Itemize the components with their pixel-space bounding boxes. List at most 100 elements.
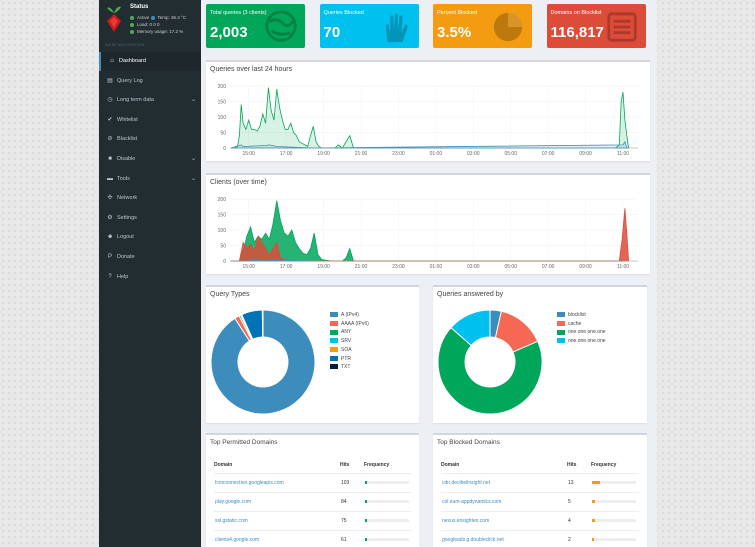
legend-swatch	[557, 329, 565, 335]
domain-link[interactable]: nexus.ensighten.com	[441, 511, 567, 531]
y-tick-label: 200	[218, 84, 227, 90]
legend-swatch	[330, 364, 338, 370]
network-icon: ✣	[107, 195, 113, 202]
column-header: Frequency	[591, 462, 617, 468]
answered-by-title: Queries answered by	[437, 291, 504, 298]
y-tick-label: 150	[218, 99, 227, 105]
sidebar-item-whitelist[interactable]: ✔ Whitelist	[99, 111, 201, 130]
legend-item[interactable]: one.one.one.one	[557, 329, 606, 335]
sidebar-item-label: Disable	[117, 156, 136, 162]
legend-swatch	[330, 338, 338, 344]
sidebar-item-disable[interactable]: ■ Disable ⌄	[99, 150, 201, 169]
domain-link[interactable]: col.eum-appdynamics.com	[441, 492, 567, 512]
frequency-bar-fill	[592, 519, 595, 523]
sidebar-item-blacklist[interactable]: ⊘ Blacklist	[99, 130, 201, 149]
status-line-load: Load: 0 0 0	[130, 22, 160, 27]
frequency-bar-fill	[365, 481, 368, 485]
domain-link[interactable]: googleads.g.doubleclick.net	[441, 530, 567, 547]
legend-item[interactable]: AAAA (IPv6)	[330, 321, 369, 327]
queries-chart: 0 50 100 150 200 15:00 17:00 19:00 21:00 23:00 01:…	[218, 84, 638, 157]
legend-item[interactable]: ANY	[330, 329, 351, 335]
temp-indicator	[150, 15, 155, 20]
sidebar-item-network[interactable]: ✣ Network	[99, 189, 201, 208]
frequency-cell	[364, 492, 412, 512]
column-header: Frequency	[364, 462, 390, 468]
pie-slice	[450, 309, 491, 347]
domain-link[interactable]: clients4.google.com	[214, 530, 340, 547]
sidebar-item-dashboard[interactable]: ⌂ Dashboard	[99, 52, 203, 71]
stat-label: Total queries (3 clients)	[210, 10, 267, 16]
legend-item[interactable]: SOA	[330, 347, 352, 353]
y-tick-label: 150	[218, 212, 227, 218]
x-tick-label: 23:00	[392, 264, 405, 270]
x-tick-label: 21:00	[355, 151, 368, 157]
clients-chart: 0 50 100 150 200 15:00 17:00 19:00 21:00 23:00 01:…	[218, 197, 638, 270]
sidebar-item-tools[interactable]: ▬ Tools ⌄	[99, 170, 201, 189]
frequency-bar-fill	[592, 481, 601, 485]
x-tick-label: 05:00	[504, 264, 517, 270]
domain-link[interactable]: play.google.com	[214, 492, 340, 512]
pihole-dashboard: Status Active Temp: 36.3 °C Load: 0 0 0 …	[99, 0, 657, 547]
sidebar-item-settings[interactable]: ⚙ Settings	[99, 209, 201, 228]
legend-label: PTR	[341, 355, 351, 362]
table-row: cdn.decibelinsight.net 13	[441, 473, 639, 493]
x-tick-label: 01:00	[430, 264, 443, 270]
domain-link[interactable]: ssl.gstatic.com	[214, 511, 340, 531]
x-tick-label: 05:00	[504, 151, 517, 157]
sidebar-item-query-log[interactable]: ▤ Query Log	[99, 72, 201, 91]
answered-by-box: Queries answered by blocklist cache one.on…	[433, 285, 647, 423]
stat-value: 2,003	[210, 24, 248, 41]
column-header: Domain	[441, 462, 460, 468]
frequency-bar-fill	[592, 538, 594, 542]
status-line-memory: Memory usage: 17.2 %	[130, 29, 183, 34]
pihole-logo	[107, 6, 121, 32]
legend-label: ANY	[341, 329, 352, 336]
status-temp: Temp: 36.3 °C	[157, 15, 187, 20]
legend-item[interactable]: A (IPv4)	[330, 312, 359, 318]
legend-label: one.one.one.one	[568, 329, 606, 336]
x-tick-label: 15:00	[242, 151, 255, 157]
legend-item[interactable]: cache	[557, 321, 581, 327]
frequency-cell	[364, 473, 412, 493]
y-tick-label: 50	[220, 243, 226, 249]
x-tick-label: 17:00	[280, 264, 293, 270]
stat-label: Percent Blocked	[437, 10, 478, 16]
paypal-icon: P	[107, 254, 112, 260]
memory-indicator	[130, 29, 134, 34]
legend-label: AAAA (IPv6)	[341, 320, 369, 327]
legend-item[interactable]: one.one.one.one	[557, 338, 606, 344]
stat-card-hand: Queries Blocked 70	[319, 4, 419, 48]
table-row: ssl.gstatic.com 75	[214, 511, 412, 531]
queries-chart-title: Queries over last 24 hours	[210, 66, 293, 73]
legend-item[interactable]: SRV	[330, 338, 351, 344]
sidebar: Status Active Temp: 36.3 °C Load: 0 0 0 …	[99, 0, 203, 547]
sidebar-item-label: Query Log	[117, 77, 143, 84]
frequency-cell	[364, 511, 412, 531]
frequency-cell	[591, 530, 639, 547]
table-row: googleads.g.doubleclick.net 2	[441, 530, 639, 547]
frequency-bar	[365, 481, 409, 485]
legend-swatch	[557, 320, 565, 326]
legend-item[interactable]: TXT	[330, 364, 350, 370]
legend-item[interactable]: blocklist	[557, 312, 586, 318]
chevron-down-icon: ⌄	[190, 175, 196, 182]
sidebar-item-long-term-data[interactable]: ◷ Long term data ⌄	[99, 91, 201, 110]
frequency-bar-fill	[365, 500, 367, 504]
legend-item[interactable]: PTR	[330, 356, 351, 362]
domain-link[interactable]: cdn.decibelinsight.net	[441, 473, 567, 493]
sidebar-item-donate[interactable]: P Donate	[99, 248, 201, 267]
x-tick-label: 07:00	[542, 151, 555, 157]
stop-icon: ■	[108, 156, 112, 162]
hits-value: 84	[340, 492, 364, 512]
sidebar-item-logout[interactable]: ☻ Logout	[99, 228, 201, 247]
frequency-bar	[592, 481, 636, 485]
sidebar-item-help[interactable]: ? Help	[99, 268, 201, 287]
stat-card-pie: Percent Blocked 3.5%	[433, 4, 532, 48]
legend-label: SRV	[341, 338, 352, 345]
file-icon: ▤	[107, 77, 113, 84]
query-types-box: Query Types A (IPv4) AAAA (IPv6) ANY SRV SOA…	[206, 285, 419, 423]
x-tick-label: 03:00	[467, 151, 480, 157]
domain-link[interactable]: fcmconnection.googleapis.com	[214, 473, 340, 493]
sidebar-item-label: Settings	[117, 214, 137, 221]
legend-label: SOA	[341, 346, 352, 353]
